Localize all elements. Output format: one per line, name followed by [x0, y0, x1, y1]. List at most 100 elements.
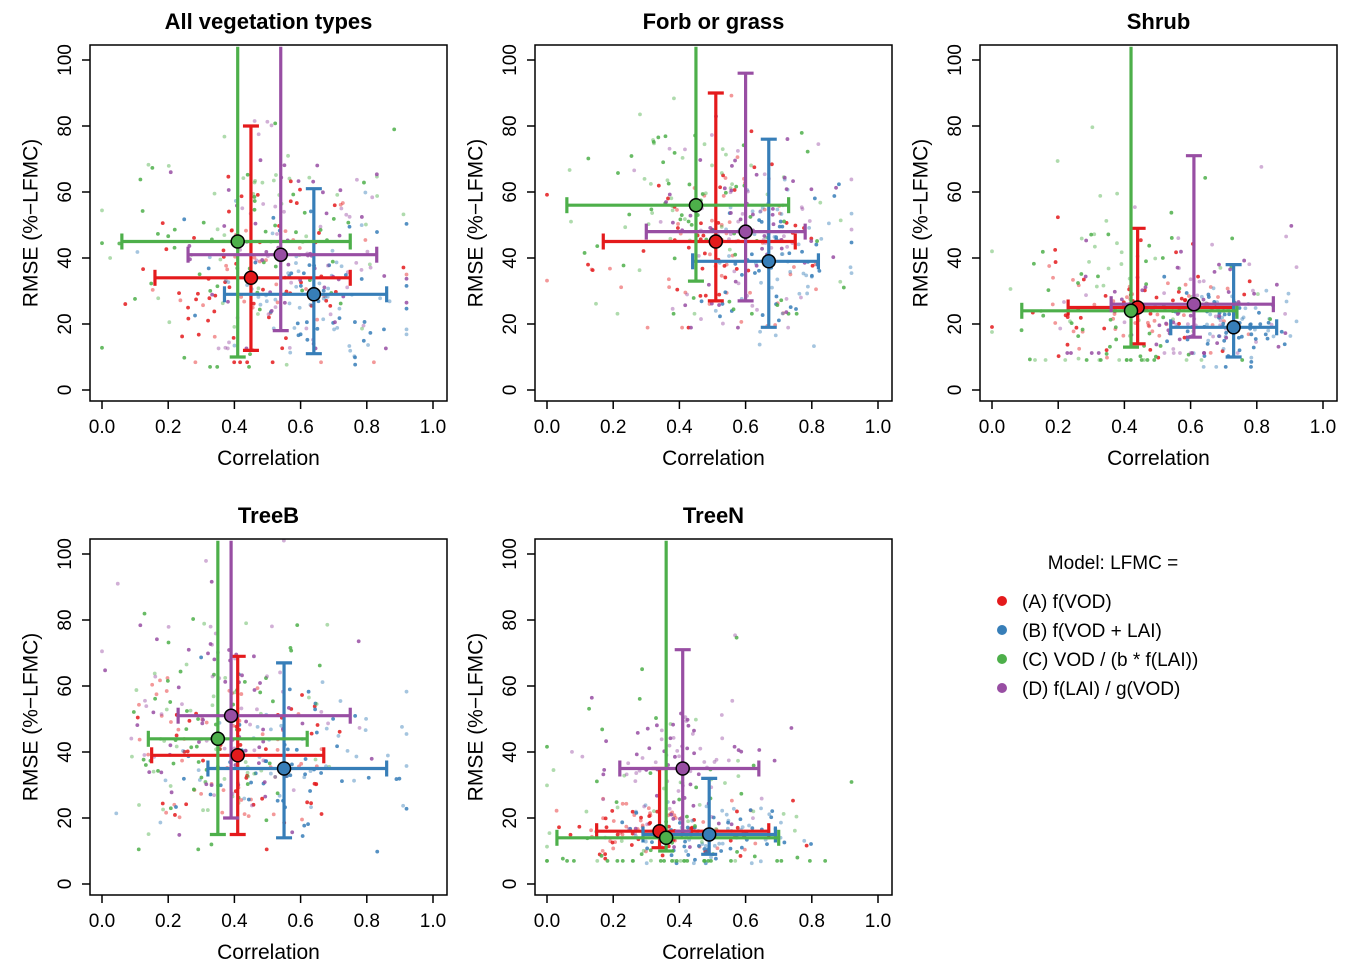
- data-point: [779, 252, 784, 257]
- data-point: [240, 206, 245, 211]
- data-point: [1247, 262, 1252, 267]
- data-point: [684, 719, 689, 723]
- data-point: [223, 345, 228, 350]
- data-point: [359, 268, 364, 272]
- errorbar-D: [618, 648, 761, 833]
- data-point: [181, 776, 186, 781]
- data-point: [300, 721, 305, 726]
- data-point: [252, 180, 257, 185]
- data-point: [804, 273, 809, 278]
- data-point: [154, 692, 159, 697]
- data-point: [223, 278, 228, 283]
- data-point: [1246, 332, 1251, 337]
- data-point: [197, 740, 201, 744]
- data-point: [724, 152, 728, 157]
- data-point: [261, 202, 266, 206]
- data-point: [156, 231, 160, 236]
- data-point: [177, 815, 182, 820]
- data-point: [1289, 223, 1294, 228]
- data-point: [1033, 358, 1037, 362]
- data-point: [838, 218, 843, 223]
- data-point: [580, 754, 585, 759]
- data-point: [362, 180, 366, 185]
- data-point: [335, 325, 340, 330]
- data-point: [356, 639, 361, 644]
- data-point: [222, 777, 227, 781]
- data-point: [1236, 335, 1241, 340]
- data-point: [299, 761, 304, 766]
- data-point: [586, 156, 591, 161]
- data-point: [661, 160, 666, 165]
- data-point: [1230, 236, 1235, 241]
- data-point: [246, 774, 250, 779]
- data-point: [241, 176, 246, 181]
- data-point: [160, 221, 165, 226]
- data-point: [769, 815, 774, 820]
- data-point: [255, 707, 259, 712]
- point-cloud: [100, 539, 409, 854]
- data-point: [629, 154, 634, 158]
- data-point: [671, 722, 675, 727]
- data-point: [667, 743, 672, 748]
- data-point: [117, 241, 122, 246]
- data-point: [1226, 290, 1231, 294]
- data-point: [1208, 350, 1213, 355]
- data-point: [201, 220, 206, 225]
- data-point: [187, 718, 192, 723]
- data-point: [337, 729, 342, 734]
- data-point: [1174, 250, 1178, 255]
- data-point: [291, 192, 296, 197]
- data-point: [717, 841, 722, 846]
- data-point: [359, 277, 364, 281]
- data-point: [1240, 317, 1245, 321]
- data-point: [760, 313, 765, 317]
- data-point: [192, 787, 196, 792]
- data-point: [1228, 267, 1233, 272]
- data-point: [568, 832, 573, 837]
- data-point: [643, 839, 648, 844]
- data-point: [719, 223, 724, 227]
- data-point: [775, 859, 780, 863]
- data-point: [1104, 218, 1109, 223]
- data-point: [150, 682, 155, 687]
- data-point: [298, 284, 303, 288]
- data-point: [1183, 282, 1188, 287]
- data-point: [1068, 319, 1072, 324]
- data-point: [770, 809, 775, 814]
- data-point: [773, 333, 778, 338]
- data-point: [337, 233, 342, 238]
- mean-point-C: [230, 234, 245, 249]
- y-axis-label: RMSE (%−LFMC): [465, 633, 488, 802]
- mean-point-D: [675, 761, 690, 776]
- data-point: [682, 844, 687, 849]
- data-point: [207, 296, 212, 301]
- data-point: [325, 622, 330, 627]
- data-point: [319, 812, 324, 816]
- data-point: [1188, 277, 1193, 282]
- data-point: [347, 224, 352, 229]
- x-tick-label: 0.6: [287, 417, 313, 438]
- data-point: [638, 112, 642, 117]
- data-point: [760, 246, 764, 251]
- data-point: [315, 326, 320, 331]
- data-point: [300, 817, 304, 822]
- data-point: [308, 789, 312, 793]
- data-point: [696, 772, 701, 777]
- data-point: [232, 324, 237, 329]
- data-point: [690, 732, 695, 736]
- data-point: [1062, 300, 1066, 304]
- data-point: [367, 262, 372, 267]
- data-point: [1160, 256, 1165, 260]
- data-point: [165, 678, 170, 683]
- data-point: [318, 228, 323, 232]
- data-point: [137, 737, 142, 742]
- data-point: [302, 823, 307, 828]
- data-point: [199, 655, 204, 660]
- data-point: [238, 743, 243, 747]
- data-point: [1294, 319, 1299, 324]
- data-point: [196, 332, 201, 337]
- data-point: [772, 234, 777, 239]
- data-point: [322, 285, 327, 290]
- data-point: [226, 299, 230, 304]
